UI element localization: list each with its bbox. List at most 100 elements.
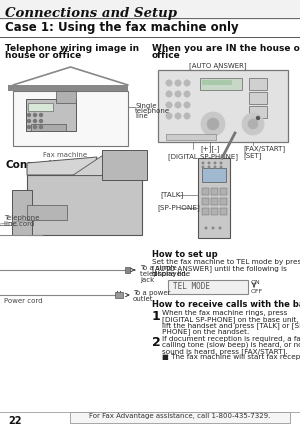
Circle shape [220,162,222,164]
Bar [202,168,226,182]
Circle shape [207,118,219,130]
Text: outlet: outlet [133,296,154,302]
Bar [211,198,218,205]
Text: lift the handset and press [TALK] or [SP-: lift the handset and press [TALK] or [SP… [162,322,300,329]
Text: OFF: OFF [251,289,263,294]
Circle shape [184,91,190,97]
Bar [12,190,32,235]
Circle shape [201,112,225,136]
Circle shape [214,166,216,168]
Text: 1: 1 [152,310,161,323]
Text: sound is heard, press [FAX/START].: sound is heard, press [FAX/START]. [162,348,287,355]
Text: When you are IN the house or: When you are IN the house or [152,44,300,53]
Text: 2: 2 [152,336,161,349]
Bar [202,188,209,195]
Text: When the fax machine rings, press: When the fax machine rings, press [162,310,287,316]
Text: line: line [135,113,148,119]
Bar [56,91,76,103]
Text: [DIGITAL SP-PHONE] on the base unit, or: [DIGITAL SP-PHONE] on the base unit, or [162,316,300,323]
Bar [102,150,147,180]
Text: If document reception is required, a fax: If document reception is required, a fax [162,336,300,342]
Text: Fax machine: Fax machine [44,152,88,158]
Circle shape [28,126,31,128]
Text: Connections and Setup: Connections and Setup [5,6,177,20]
Circle shape [175,80,181,86]
Circle shape [166,113,172,119]
Bar [200,78,242,90]
Bar [202,198,209,205]
Circle shape [202,162,204,164]
Circle shape [205,227,207,229]
Bar [211,208,218,215]
Polygon shape [31,124,66,131]
Circle shape [40,126,43,128]
Bar [202,80,232,85]
Text: [SET]: [SET] [243,152,262,159]
Bar [27,205,67,220]
Text: telephone line: telephone line [140,271,190,277]
Circle shape [40,120,43,123]
Bar [27,175,142,235]
Text: [AUTO ANSWER]: [AUTO ANSWER] [189,62,247,69]
Text: calling tone (slow beep) is heard, or no: calling tone (slow beep) is heard, or no [162,342,300,349]
Circle shape [214,162,216,164]
Text: To a single: To a single [140,265,177,271]
Text: Connections: Connections [5,160,77,170]
Circle shape [166,102,172,108]
Text: How to receive calls with the base unit: How to receive calls with the base unit [152,300,300,309]
Circle shape [28,120,31,123]
Text: Case 1: Using the fax machine only: Case 1: Using the fax machine only [5,22,238,34]
Bar [168,280,248,294]
Bar [70,412,290,423]
Bar [220,198,227,205]
Circle shape [184,102,190,108]
Circle shape [212,227,214,229]
Text: line cord: line cord [4,221,34,227]
Bar [13,91,128,146]
Text: PHONE] on the handset.: PHONE] on the handset. [162,328,249,335]
Circle shape [202,166,204,168]
Bar [28,103,53,111]
Circle shape [166,91,172,97]
Text: [FAX/START]: [FAX/START] [243,145,285,152]
Text: telephone: telephone [135,108,170,114]
Text: TEL MODE: TEL MODE [173,282,210,291]
Text: For Fax Advantage assistance, call 1-800-435-7329.: For Fax Advantage assistance, call 1-800… [89,413,271,419]
Circle shape [208,162,210,164]
Circle shape [184,80,190,86]
Text: [+][-]: [+][-] [200,145,220,152]
Circle shape [34,120,37,123]
Bar [220,208,227,215]
Text: office: office [152,51,181,60]
Bar [198,158,230,238]
Bar [249,92,267,104]
Text: jack: jack [140,277,154,283]
Bar [202,208,209,215]
Text: How to set up: How to set up [152,250,218,259]
Text: Set the fax machine to TEL mode by pressing: Set the fax machine to TEL mode by press… [152,259,300,265]
Bar [0,0,300,18]
Text: displayed.: displayed. [152,271,189,277]
Bar [158,70,288,142]
Circle shape [220,166,222,168]
Polygon shape [72,155,142,175]
Text: [SP-PHONE]: [SP-PHONE] [157,205,200,212]
Text: [TALK]: [TALK] [160,192,183,198]
Text: [DIGITAL SP-PHONE]: [DIGITAL SP-PHONE] [168,153,238,160]
Circle shape [208,166,210,168]
Bar [125,267,130,273]
Bar [220,188,227,195]
Circle shape [175,91,181,97]
Text: Telephone: Telephone [4,215,39,221]
Circle shape [166,80,172,86]
Bar [249,78,267,90]
Circle shape [256,117,260,120]
Circle shape [28,114,31,117]
Text: house or office: house or office [5,51,81,60]
Bar [211,188,218,195]
Circle shape [219,227,221,229]
Circle shape [175,102,181,108]
Text: [AUTO ANSWER] until the following is: [AUTO ANSWER] until the following is [152,265,287,272]
Text: Single: Single [135,103,157,109]
Polygon shape [27,157,97,175]
